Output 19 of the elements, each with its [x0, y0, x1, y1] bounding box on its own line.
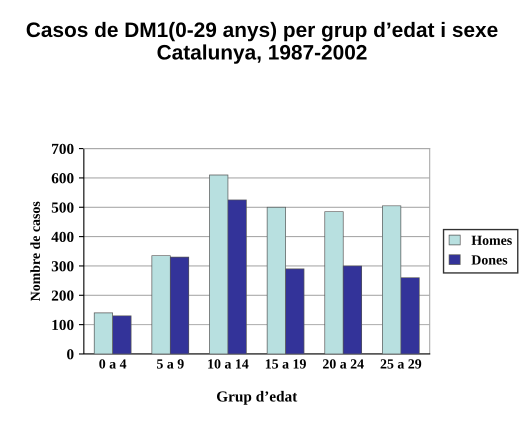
- y-tick-label: 500: [52, 202, 74, 213]
- legend-label: Homes: [472, 236, 512, 245]
- x-tick-label: 15 a 19: [266, 359, 306, 369]
- x-tick-label: 20 a 24: [322, 359, 364, 369]
- y-tick-label: 0: [67, 349, 74, 360]
- x-tick-label: 25 a 29: [380, 359, 422, 369]
- x-tick-label: 10 a 14: [208, 359, 249, 369]
- y-tick-label: 700: [52, 144, 74, 154]
- y-tick-label: 600: [52, 173, 74, 184]
- x-tick-label: 5 a 9: [156, 359, 184, 369]
- x-tick-label: 0 a 4: [99, 359, 126, 369]
- chart-title: Casos de DM1(0-29 anys) per grup d’edat i sexe Catalunya, 1987-2002: [26, 22, 498, 64]
- legend-label: Dones: [472, 255, 508, 265]
- y-tick-label: 400: [51, 232, 74, 242]
- x-axis-title: Grup d’edat: [216, 390, 298, 405]
- y-axis-title: Nombre de casos: [30, 202, 40, 302]
- y-tick-label: 300: [52, 261, 74, 272]
- y-tick-label: 200: [52, 290, 74, 301]
- y-tick-label: 100: [52, 320, 74, 330]
